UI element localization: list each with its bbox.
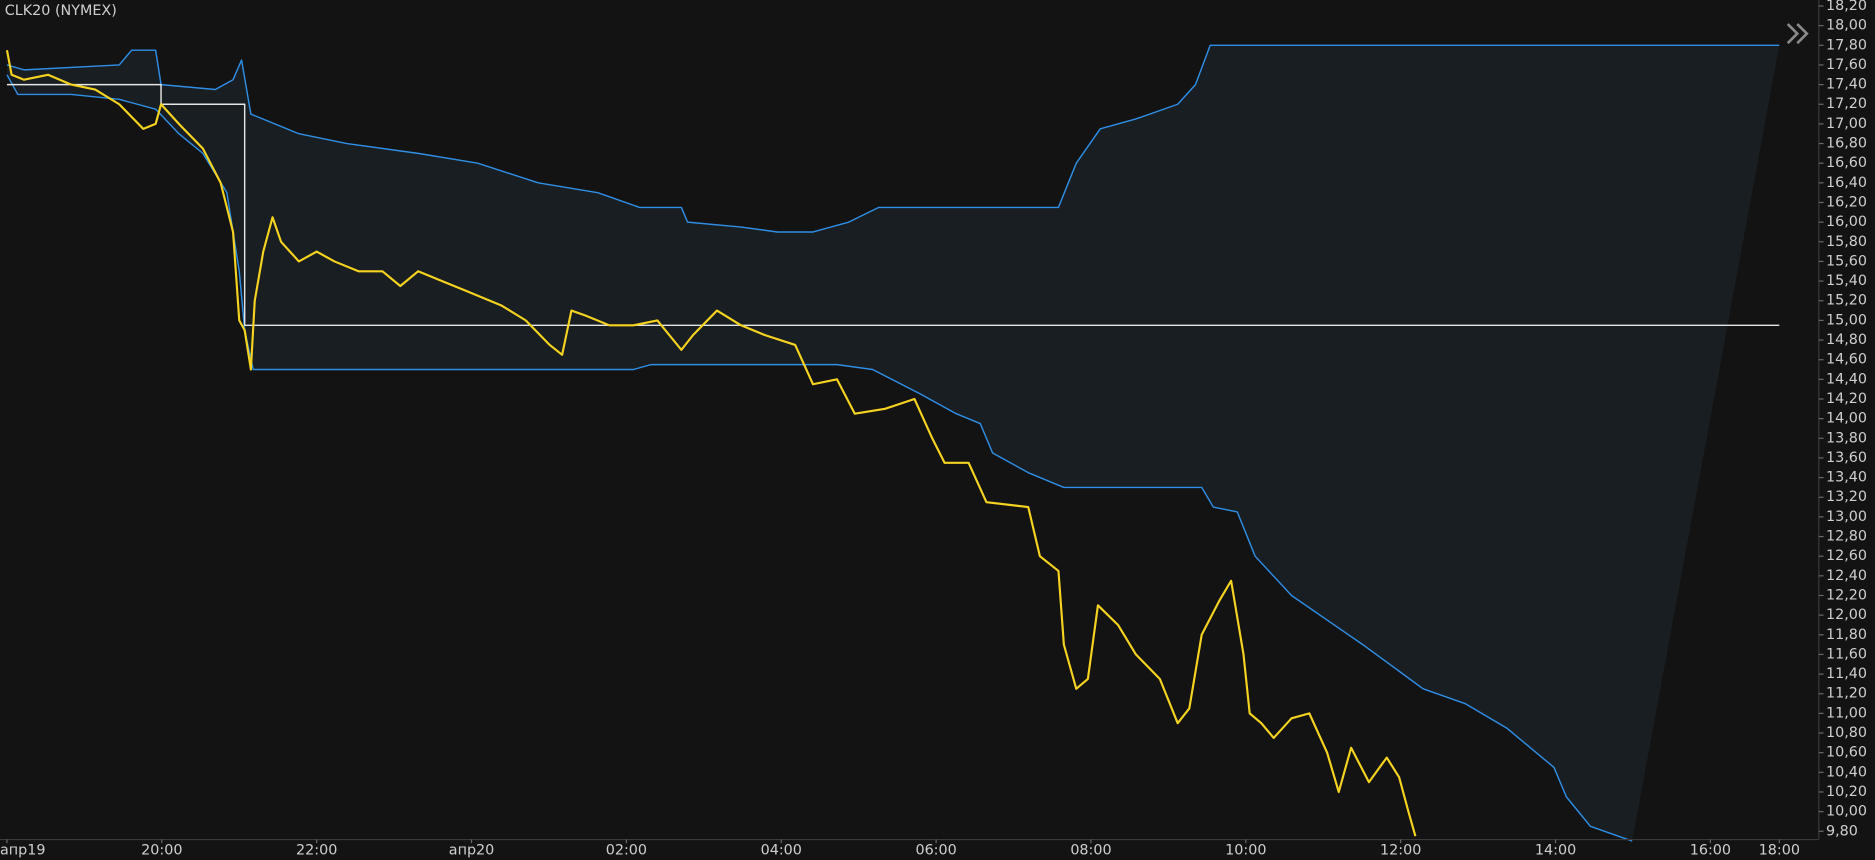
y-tick-label: 13,40 [1826,470,1867,486]
y-tick-label: 15,00 [1826,312,1867,328]
series-line [5,50,1417,837]
x-tick-label: 12:00 [1380,842,1421,858]
y-tick-label: 15,60 [1826,253,1867,269]
x-tick-label: 20:00 [141,842,182,858]
series-line [6,74,1633,842]
x-tick-label: 02:00 [606,842,647,858]
x-tick-label: 06:00 [915,842,956,858]
y-tick-label: 13,60 [1826,450,1867,466]
scroll-right-button[interactable] [1786,23,1809,45]
y-tick-label: 15,20 [1826,293,1867,309]
y-tick-label: 17,00 [1826,116,1867,132]
y-tick-label: 13,00 [1826,509,1867,525]
x-tick-label: 08:00 [1070,842,1111,858]
y-tick-label: 12,80 [1826,529,1867,545]
y-tick-label: 13,80 [1826,430,1867,446]
y-tick-label: 14,00 [1826,411,1867,427]
y-tick-label: 15,40 [1826,273,1867,289]
y-tick-label: 15,80 [1826,234,1867,250]
y-tick-label: 17,60 [1826,57,1867,73]
chart-title: CLK20 (NYMEX) [5,3,117,19]
series-line [6,44,1780,233]
y-tick-label: 14,80 [1826,332,1867,348]
y-tick-label: 16,20 [1826,194,1867,210]
x-tick-label: 22:00 [296,842,337,858]
x-tick-label: 10:00 [1225,842,1266,858]
y-tick-label: 14,20 [1826,391,1867,407]
y-tick-label: 16,80 [1826,136,1867,152]
y-tick-label: 18,00 [1826,18,1867,34]
y-tick-label: 12,00 [1826,607,1867,623]
y-tick-label: 11,40 [1826,666,1867,682]
x-tick-label: 18:00 [1759,842,1800,858]
series-line [6,83,1780,327]
y-tick-label: 9,80 [1826,823,1858,839]
y-tick-label: 10,40 [1826,764,1867,780]
y-tick-label: 11,20 [1826,686,1867,702]
y-tick-label: 10,20 [1826,784,1867,800]
y-tick-label: 12,60 [1826,548,1867,564]
y-tick-label: 11,60 [1826,646,1867,662]
y-tick-label: 10,00 [1826,804,1867,820]
y-tick-label: 13,20 [1826,489,1867,505]
y-tick-label: 12,40 [1826,568,1867,584]
y-tick-label: 17,80 [1826,37,1867,53]
x-tick-label: 14:00 [1535,842,1576,858]
y-tick-label: 16,60 [1826,155,1867,171]
scroll-icon [1786,23,1809,45]
x-tick-label: 16:00 [1690,842,1731,858]
plot-area [5,44,1780,842]
x-tick-label: 04:00 [761,842,802,858]
y-tick-label: 18,20 [1826,0,1867,14]
y-tick-label: 16,00 [1826,214,1867,230]
x-tick-label: апр20 [449,842,494,858]
y-tick-label: 12,20 [1826,587,1867,603]
y-tick-label: 17,40 [1826,77,1867,93]
y-tick-label: 14,40 [1826,371,1867,387]
y-tick-label: 10,60 [1826,745,1867,761]
y-tick-label: 10,80 [1826,725,1867,741]
band-fill [6,45,1780,842]
y-tick-label: 16,40 [1826,175,1867,191]
y-tick-label: 11,80 [1826,627,1867,643]
y-tick-label: 17,20 [1826,96,1867,112]
y-tick-label: 14,60 [1826,352,1867,368]
y-tick-label: 11,00 [1826,705,1867,721]
x-tick-label: апр19 [0,842,45,858]
